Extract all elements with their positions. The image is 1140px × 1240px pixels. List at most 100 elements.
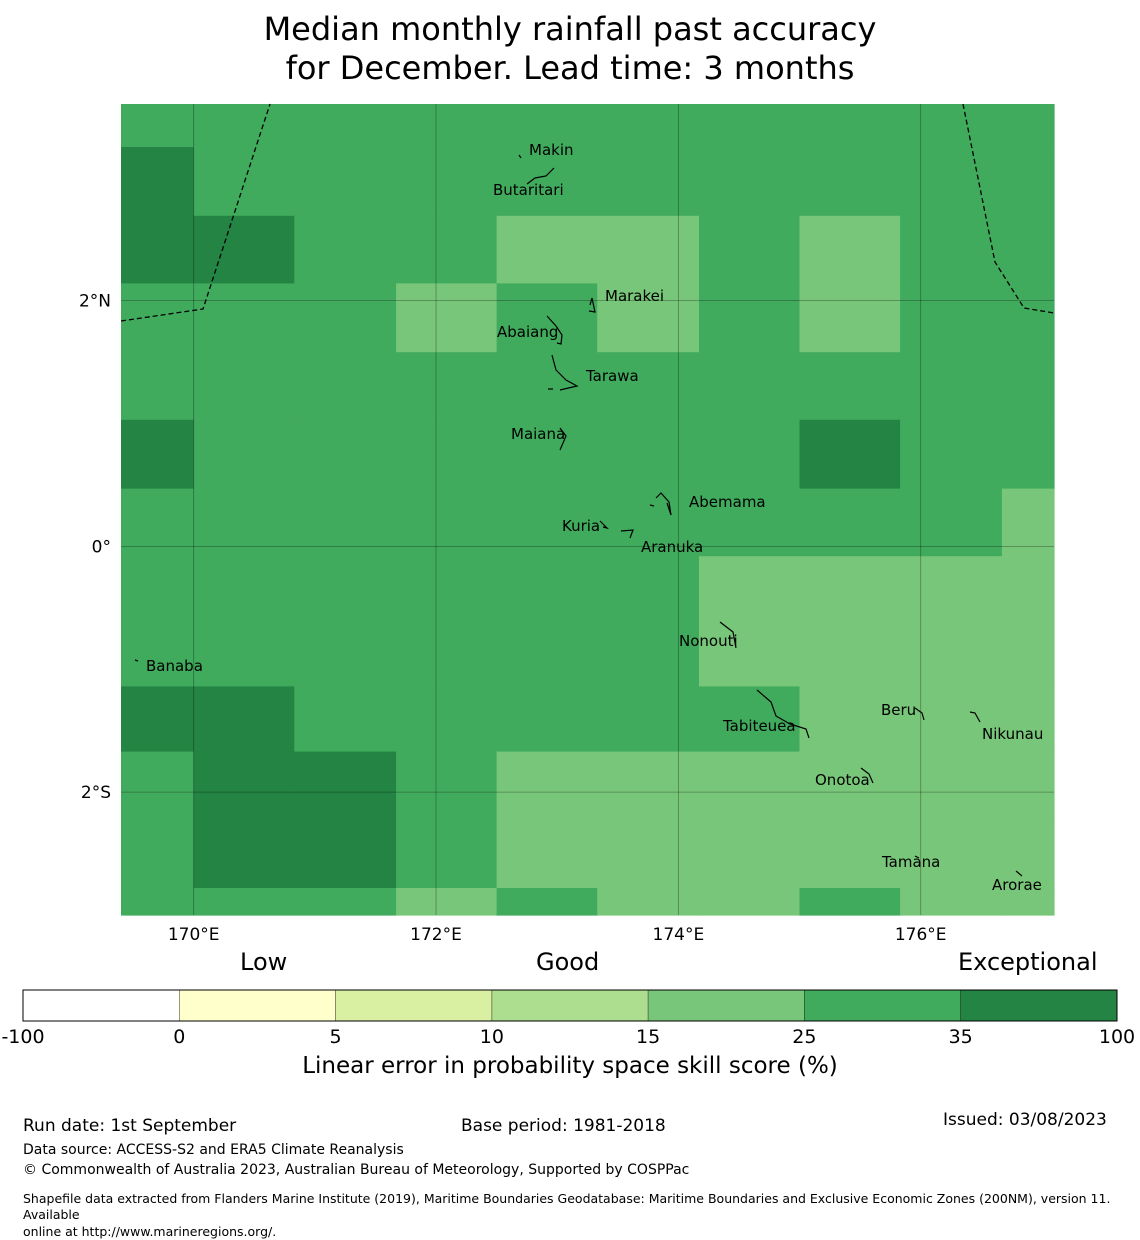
island-label-beru: Beru — [881, 701, 916, 719]
grid-cell — [799, 686, 901, 753]
grid-cell — [1001, 888, 1055, 916]
island-label-makin: Makin — [529, 141, 574, 159]
grid-cell — [1001, 556, 1055, 688]
title-line-1: Median monthly rainfall past accuracy — [263, 10, 877, 48]
colorbar-segment — [960, 989, 1118, 1022]
map-title: Median monthly rainfall past accuracy fo… — [0, 10, 1140, 88]
grid-cell — [900, 556, 1003, 688]
colorbar-tick-label: 10 — [480, 1026, 504, 1048]
colorbar-segment — [22, 989, 180, 1022]
title-line-2: for December. Lead time: 3 months — [285, 49, 855, 88]
grid-cell — [396, 147, 498, 217]
grid-cell — [799, 104, 901, 148]
island-outline-banaba — [134, 659, 139, 662]
grid-cell — [121, 147, 195, 217]
grid-cell — [699, 104, 801, 148]
grid-cell — [294, 488, 397, 557]
island-label-maiana: Maiana — [511, 425, 565, 443]
island-label-marakei: Marakei — [605, 287, 664, 305]
colorbar-segment — [804, 989, 962, 1022]
island-label-kuria: Kuria — [562, 517, 600, 535]
colorbar-tick-label: 25 — [792, 1026, 816, 1048]
island-outline-abemama-2 — [649, 504, 655, 507]
colorbar-segment — [647, 989, 805, 1022]
grid-cell — [900, 147, 1003, 217]
grid-cell — [699, 819, 801, 889]
colorbar — [22, 989, 1118, 1022]
grid-cell — [121, 556, 195, 688]
grid-cell — [121, 419, 195, 490]
grid-cell — [900, 215, 1003, 284]
colorbar-tick-label: 0 — [173, 1026, 185, 1048]
grid-cell — [900, 419, 1003, 490]
island-outline-kuria — [599, 520, 609, 530]
grid-cell — [396, 104, 498, 148]
graticule — [121, 104, 1054, 915]
x-tick-label: 174°E — [653, 925, 705, 945]
grid-cell — [496, 352, 598, 421]
grid-cell — [900, 283, 1003, 353]
island-outline-makin — [518, 154, 522, 159]
grid-cell — [699, 686, 801, 753]
axis-tick-labels: 170°E 172°E 174°E 176°E 2°N 0° 2°S — [79, 292, 947, 945]
grid-cell — [396, 215, 498, 284]
grid-cell — [799, 888, 901, 916]
grid-cell — [496, 215, 598, 284]
grid-cell — [597, 488, 700, 557]
island-outline-beru — [914, 707, 925, 721]
grid-cell — [121, 819, 195, 889]
grid-cell — [396, 556, 498, 688]
island-outline-abemama — [655, 492, 672, 516]
grid-cell — [396, 751, 498, 820]
island-label-butaritari: Butaritari — [493, 181, 564, 199]
grid-cell — [193, 888, 295, 916]
island-label-tabiteuea: Tabiteuea — [722, 717, 796, 735]
y-tick-label: 2°N — [79, 292, 111, 312]
y-tick-label: 2°S — [81, 783, 111, 803]
grid-cell — [121, 488, 195, 557]
grid-cell — [699, 488, 801, 557]
category-good: Good — [536, 948, 600, 976]
grid-cell — [193, 556, 295, 688]
grid-cell — [294, 104, 397, 148]
grid-cell — [396, 283, 498, 353]
grid-cell — [597, 352, 700, 421]
grid-cell — [597, 751, 700, 820]
grid-cell — [900, 352, 1003, 421]
grid-cell — [193, 819, 295, 889]
island-label-banaba: Banaba — [146, 657, 203, 675]
grid-cell — [799, 215, 901, 284]
grid-cell — [294, 419, 397, 490]
grid-cell — [900, 686, 1003, 753]
grid-cell — [597, 147, 700, 217]
grid-cell — [496, 419, 598, 490]
grid-cell — [396, 488, 498, 557]
grid-cell — [396, 686, 498, 753]
x-tick-label: 176°E — [895, 925, 947, 945]
grid-cell — [496, 686, 598, 753]
x-tick-label: 172°E — [410, 925, 462, 945]
eez-boundary-west — [120, 103, 271, 322]
grid-cell — [294, 215, 397, 284]
colorbar-segment — [179, 989, 336, 1022]
grid-cell — [294, 686, 397, 753]
shapefile-credit-line-1: Shapefile data extracted from Flanders M… — [23, 1191, 1111, 1223]
grid-cell — [799, 147, 901, 217]
grid-cell — [699, 283, 801, 353]
island-outline-abaiang — [546, 315, 563, 345]
colorbar-label: Linear error in probability space skill … — [302, 1053, 838, 1079]
grid-cell — [799, 751, 901, 820]
colorbar-frame — [22, 989, 1118, 1022]
grid-cell — [193, 751, 295, 820]
grid-cell — [799, 556, 901, 688]
grid-cell — [193, 686, 295, 753]
island-outline-aranuka — [620, 529, 634, 539]
island-label-nonouti: Nonouti — [679, 632, 738, 650]
grid-cell — [900, 488, 1003, 557]
grid-cell — [294, 751, 397, 820]
grid-cell — [121, 686, 195, 753]
grid-cell — [1001, 104, 1055, 148]
grid-cell — [699, 147, 801, 217]
grid-cell — [699, 352, 801, 421]
